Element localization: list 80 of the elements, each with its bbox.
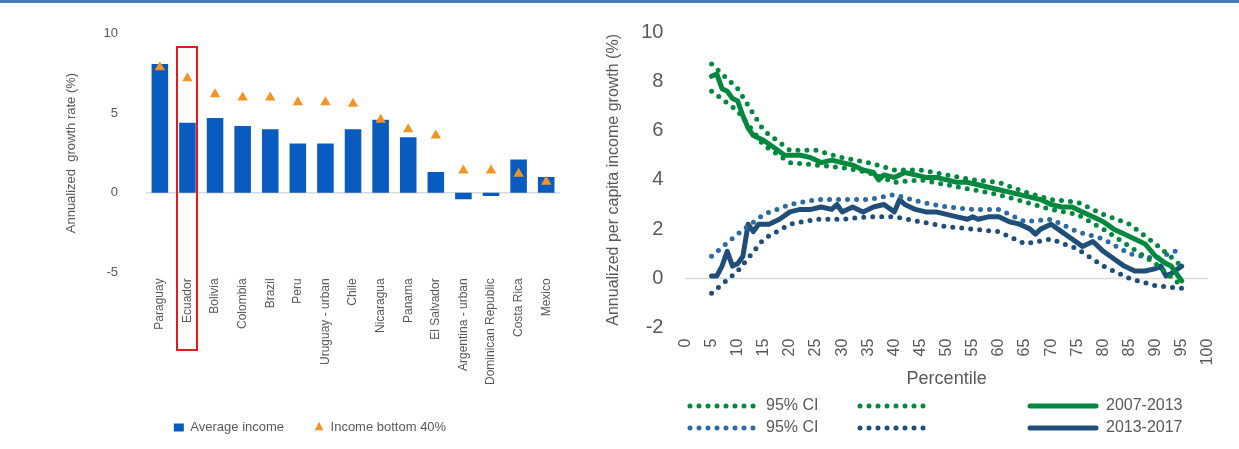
bar	[344, 129, 362, 193]
y-tick-label: 2	[652, 216, 664, 239]
x-tick-label: 60	[989, 338, 1007, 357]
x-tick-label: 95	[1172, 338, 1190, 357]
point	[182, 72, 193, 82]
bar	[482, 192, 500, 196]
x-tick-label: 75	[1067, 338, 1085, 357]
legend-label: Average income	[190, 419, 285, 435]
x-tick-label: Chile	[345, 277, 360, 306]
x-tick-label: Brazil	[262, 278, 277, 309]
x-tick-label: 15	[754, 338, 772, 357]
point	[320, 96, 331, 106]
legend-label: 2013-2017	[1106, 418, 1183, 436]
y-tick-label: 4	[652, 167, 664, 190]
x-tick-label: 55	[963, 338, 981, 357]
point	[347, 97, 359, 107]
y-axis-title: Annualized per capita income growth (%)	[604, 34, 622, 326]
point	[292, 96, 304, 106]
bar	[317, 143, 334, 193]
x-tick-label: 70	[1041, 338, 1059, 357]
y-tick-label: -2	[645, 315, 664, 338]
y-axis-title: Annualized growth rate (%)	[63, 72, 79, 234]
point	[485, 164, 497, 174]
point	[458, 164, 469, 174]
y-tick-label: 0	[110, 184, 119, 200]
x-tick-label: 5	[701, 338, 719, 348]
x-tick-label: 45	[910, 338, 928, 357]
point	[154, 61, 166, 71]
point	[430, 129, 442, 139]
bar	[427, 172, 445, 193]
legend-label: 2007-2013	[1106, 396, 1183, 414]
x-tick-label: 10	[728, 338, 746, 357]
x-tick-label: Bolivia	[207, 277, 222, 314]
x-tick-label: Uruguay - urban	[317, 278, 332, 365]
x-tick-label: 90	[1145, 338, 1163, 357]
x-tick-label: Argentina - urban	[455, 278, 470, 372]
legend-label: 95% CI	[766, 418, 819, 436]
bar	[206, 118, 224, 193]
point	[209, 88, 221, 98]
bar	[510, 159, 527, 193]
x-tick-label: El Salvador	[428, 278, 443, 340]
x-tick-label: 40	[884, 338, 902, 357]
x-tick-label: Panama	[400, 277, 415, 323]
x-tick-label: Ecuador	[179, 278, 194, 323]
x-tick-label: 85	[1119, 338, 1137, 357]
legend-label: Income bottom 40%	[330, 419, 447, 435]
bar	[399, 137, 417, 193]
y-tick-label: 10	[641, 19, 664, 42]
x-tick-label: 50	[937, 338, 955, 357]
x-tick-label: Paraguay	[152, 278, 167, 330]
x-tick-label: 25	[806, 338, 824, 357]
point	[375, 113, 386, 123]
point	[403, 123, 414, 133]
bar	[261, 129, 279, 193]
y-tick-label: 5	[110, 104, 119, 120]
x-tick-label: Colombia	[234, 277, 249, 329]
x-tick-label: Mexico	[538, 277, 553, 317]
x-axis-title: Percentile	[906, 368, 987, 389]
x-tick-label: 30	[832, 338, 850, 357]
bar	[179, 122, 196, 193]
x-tick-label: 35	[858, 338, 876, 357]
x-tick-label: 100	[1198, 338, 1216, 366]
x-tick-label: Nicaragua	[372, 277, 387, 333]
y-tick-label: 10	[103, 25, 119, 41]
bar	[455, 192, 472, 200]
x-tick-label: 0	[675, 338, 693, 348]
y-tick-label: -5	[106, 263, 119, 279]
x-tick-label: 65	[1015, 338, 1033, 357]
y-tick-label: 8	[652, 68, 664, 91]
bar	[289, 143, 307, 193]
bar	[151, 64, 169, 193]
x-tick-label: 20	[780, 338, 798, 357]
bar	[234, 126, 251, 193]
x-tick-label: Costa Rica	[510, 277, 525, 337]
x-tick-label: Peru	[290, 278, 305, 304]
x-tick-label: Dominican Republic	[483, 278, 498, 385]
legend-label: 95% CI	[766, 396, 819, 414]
y-tick-label: 6	[652, 118, 664, 141]
bar	[372, 119, 389, 193]
x-tick-label: 80	[1093, 338, 1111, 357]
